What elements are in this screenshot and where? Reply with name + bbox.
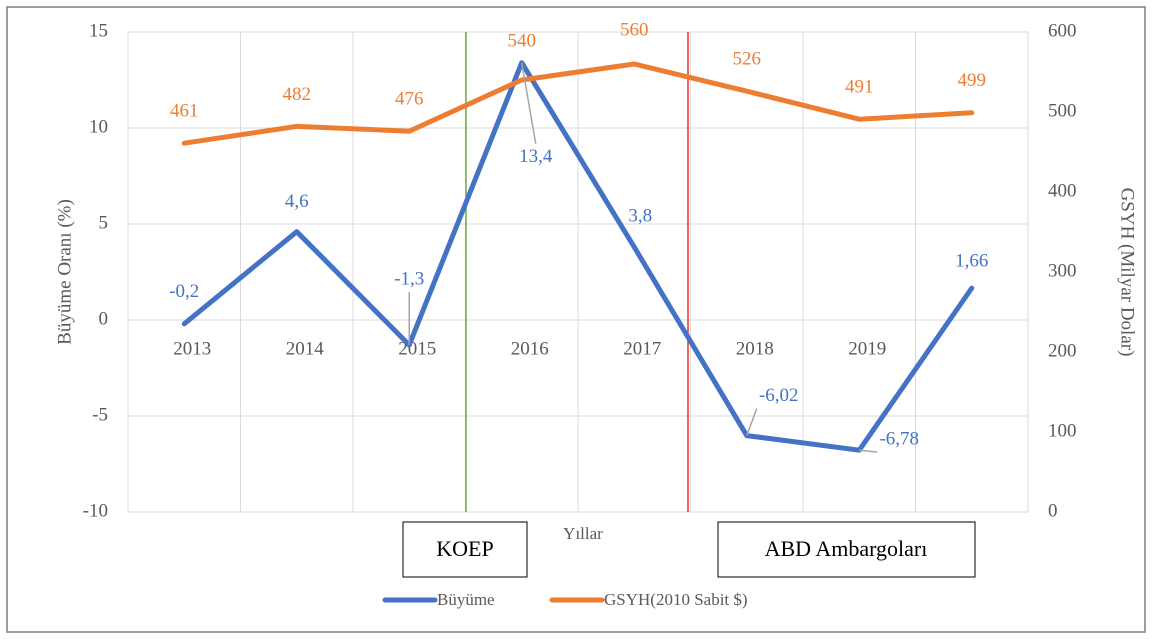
x-axis-title: Yıllar — [563, 524, 603, 543]
x-tick-label: 2016 — [511, 338, 549, 359]
annotation: ABD Ambargoları — [765, 536, 928, 561]
leader-line — [859, 449, 878, 453]
y2-tick-label: 200 — [1048, 340, 1077, 361]
y-tick-label: 0 — [99, 308, 109, 329]
y-tick-label: 15 — [89, 20, 108, 41]
data-label: -0,2 — [169, 281, 199, 302]
data-label: 13,4 — [519, 146, 553, 167]
data-label: 3,8 — [628, 205, 652, 226]
data-label: 491 — [845, 77, 874, 98]
legend-label: GSYH(2010 Sabit $) — [604, 590, 748, 609]
x-tick-label: 2013 — [173, 338, 211, 359]
data-label: 526 — [733, 49, 762, 70]
x-tick-label: 2018 — [736, 338, 774, 359]
data-label: 1,66 — [955, 250, 988, 271]
x-tick-label: 2017 — [623, 338, 661, 359]
data-label: 560 — [620, 19, 649, 40]
y-tick-label: 5 — [99, 212, 109, 233]
series-line — [181, 60, 975, 453]
leader-line — [746, 408, 758, 436]
data-label: 482 — [283, 84, 312, 105]
data-label: 499 — [958, 70, 987, 91]
y2-tick-label: 300 — [1048, 260, 1077, 281]
y-tick-label: 10 — [89, 116, 108, 137]
x-tick-label: 2019 — [848, 338, 886, 359]
data-label: 476 — [395, 89, 424, 110]
data-label: -6,78 — [879, 429, 919, 450]
annotation-box — [717, 521, 976, 578]
legend-label: Büyüme — [437, 590, 495, 609]
series-line — [181, 61, 975, 146]
y2-tick-label: 400 — [1048, 180, 1077, 201]
y-tick-label: -5 — [92, 404, 108, 425]
x-tick-label: 2014 — [286, 338, 325, 359]
data-label: 540 — [508, 30, 537, 51]
annotation-box — [402, 521, 528, 578]
data-label: -1,3 — [394, 268, 424, 289]
data-label: 4,6 — [285, 191, 309, 212]
data-label: -6,02 — [759, 385, 799, 406]
y2-tick-label: 500 — [1048, 100, 1077, 121]
y2-tick-label: 100 — [1048, 420, 1077, 441]
annotation: KOEP — [436, 536, 493, 561]
y2-axis-title: GSYH (Milyar Dolar) — [1117, 188, 1138, 357]
data-label: 461 — [170, 101, 199, 122]
y-axis-title: Büyüme Oranı (%) — [54, 199, 75, 345]
y-tick-label: -10 — [83, 500, 108, 521]
y2-tick-label: 600 — [1048, 20, 1077, 41]
leader-line — [521, 62, 537, 144]
y2-tick-label: 0 — [1048, 500, 1058, 521]
